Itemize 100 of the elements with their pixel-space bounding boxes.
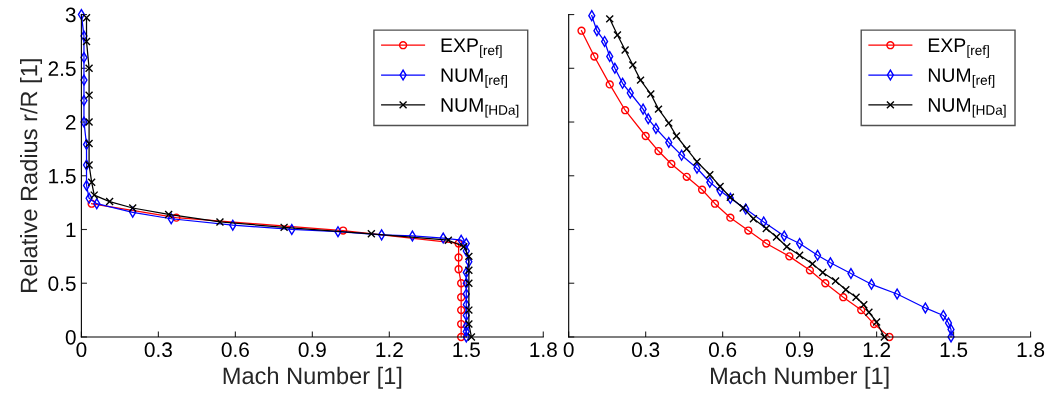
x-tick-label: 1.5 [940, 342, 968, 358]
point [677, 149, 686, 161]
point [444, 236, 453, 245]
point [82, 37, 91, 46]
point [84, 90, 94, 100]
point [338, 226, 348, 235]
point [839, 293, 848, 302]
point [87, 199, 96, 208]
point [164, 210, 173, 219]
point [620, 45, 630, 55]
point [464, 319, 474, 329]
point [664, 118, 673, 128]
point [84, 64, 94, 73]
point [813, 249, 822, 261]
point [456, 293, 466, 302]
x-tick-label: 1.8 [1017, 342, 1045, 358]
point [818, 268, 827, 277]
point [628, 60, 638, 70]
point [944, 317, 953, 329]
x-tick-label: 1.2 [863, 342, 891, 357]
point [667, 159, 676, 169]
point [84, 117, 94, 127]
y-tick-label: 3 [65, 7, 76, 23]
point [682, 172, 691, 182]
point [864, 308, 874, 317]
point [605, 14, 614, 24]
point [705, 170, 714, 179]
point [831, 276, 840, 286]
point [841, 285, 850, 294]
point [408, 230, 417, 242]
point [620, 106, 630, 115]
point [826, 257, 835, 269]
point [772, 232, 781, 242]
point [454, 253, 463, 262]
point [128, 203, 137, 213]
point [805, 266, 815, 275]
point [454, 239, 463, 248]
y-tick-label: 0 [65, 329, 76, 345]
point [654, 146, 663, 156]
point [590, 52, 599, 61]
x-tick-label: 0.3 [144, 342, 172, 358]
point [715, 182, 725, 191]
point [726, 213, 735, 222]
point [785, 252, 794, 261]
y-tick-label: 0.5 [48, 276, 76, 291]
point [885, 332, 894, 342]
x-tick-label: 1.8 [530, 342, 557, 358]
point [367, 229, 376, 238]
point [762, 239, 771, 248]
x-tick-label: 0 [76, 342, 87, 358]
point [821, 279, 830, 288]
y-tick-label: 2 [65, 115, 76, 130]
legend-label: NUM$_{[ref]}$ [441, 68, 507, 88]
x-tick-label: 0.9 [785, 342, 814, 358]
legend-label: EXP$_{[ref]}$ [441, 38, 502, 58]
point [762, 224, 771, 233]
x-tick-label: 1.5 [453, 342, 480, 358]
legend-label: NUM$_{[ref]}$ [928, 68, 995, 88]
point [377, 229, 386, 241]
point [87, 178, 96, 187]
point [641, 131, 650, 141]
point [646, 89, 655, 99]
point [613, 30, 622, 40]
point [867, 278, 876, 290]
y-tick-label: 2.5 [48, 61, 76, 77]
point [279, 223, 289, 232]
point [215, 217, 225, 227]
point [459, 242, 468, 251]
x-tick-label: 1.2 [376, 342, 403, 357]
point [710, 199, 720, 208]
point [636, 75, 645, 85]
point [90, 190, 99, 200]
point [605, 80, 614, 89]
x-tick-label: 0.9 [298, 342, 326, 358]
point [464, 305, 474, 315]
point [672, 131, 681, 141]
y-axis-title: Relative Radius r/R [1] [20, 59, 43, 292]
legend-label: NUM$_{[HDa]}$ [928, 98, 1006, 118]
point [467, 332, 476, 342]
legend-label: NUM$_{[HDa]}$ [441, 98, 519, 118]
x-axis-title: Mach Number [1] [223, 366, 402, 389]
point [105, 197, 114, 206]
point [456, 305, 466, 315]
x-axis-title: Mach Number [1] [711, 366, 889, 389]
point [782, 242, 791, 251]
point [857, 305, 866, 315]
point [172, 213, 181, 222]
point [682, 144, 691, 154]
point [577, 26, 586, 35]
point [921, 302, 930, 314]
point [749, 214, 758, 223]
y-tick-label: 1 [66, 222, 76, 238]
legend-label: EXP$_{[ref]}$ [928, 38, 989, 58]
point [851, 293, 861, 302]
point [464, 266, 474, 275]
point [808, 259, 817, 269]
x-tick-label: 0.3 [632, 342, 660, 358]
point [618, 77, 627, 89]
point [692, 157, 702, 166]
point [697, 185, 707, 194]
